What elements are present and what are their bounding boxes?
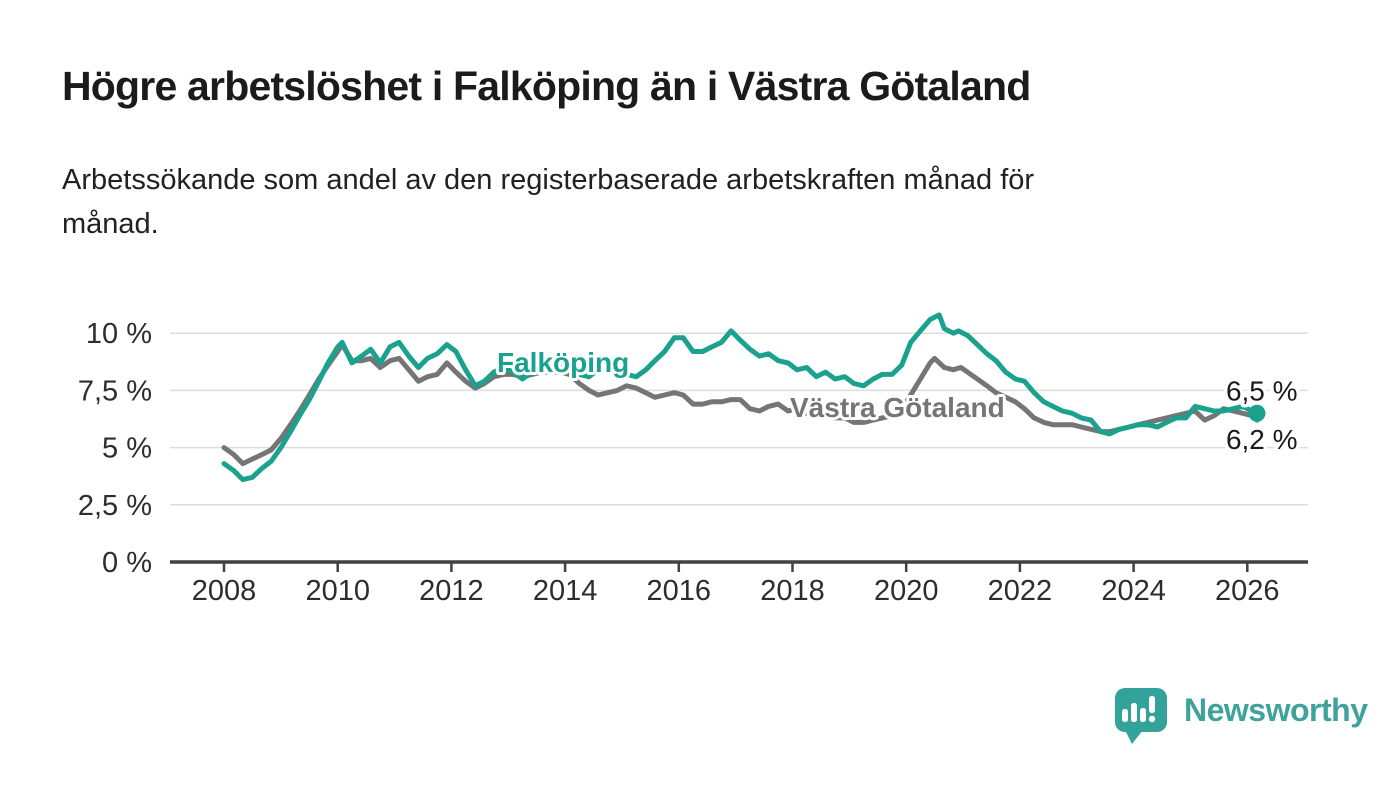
x-tick-label: 2012 xyxy=(419,575,484,607)
series-label-vastra_gotaland: Västra Götaland xyxy=(790,392,1005,423)
x-tick-label: 2018 xyxy=(760,575,825,607)
y-tick-label: 10 % xyxy=(86,318,152,350)
newsworthy-logo: Newsworthy xyxy=(1113,686,1368,746)
y-tick-label: 5 % xyxy=(102,433,152,465)
chart-title: Högre arbetslöshet i Falköping än i Väst… xyxy=(62,63,1031,109)
end-value-label-falkoping: 6,5 % xyxy=(1226,375,1298,406)
x-tick-label: 2010 xyxy=(305,575,370,607)
x-tick-label: 2026 xyxy=(1215,575,1280,607)
end-value-label-vastra_gotaland: 6,2 % xyxy=(1226,424,1298,455)
chart-subtitle-line-2: månad. xyxy=(62,208,159,240)
series-end-dot-falkoping xyxy=(1248,404,1266,422)
chart-subtitle: Arbetssökande som andel av den registerb… xyxy=(62,158,1034,246)
x-tick-label: 2020 xyxy=(874,575,939,607)
speech-bubble-bar-chart-icon xyxy=(1115,688,1167,744)
x-tick-label: 2014 xyxy=(533,575,598,607)
x-tick-label: 2016 xyxy=(647,575,712,607)
series-line-vastra_gotaland xyxy=(221,342,1260,467)
x-tick-label: 2024 xyxy=(1101,575,1166,607)
y-tick-label: 2,5 % xyxy=(78,490,152,522)
x-tick-label: 2008 xyxy=(192,575,257,607)
series-label-falkoping: Falköping xyxy=(497,347,629,378)
y-tick-label: 7,5 % xyxy=(78,375,152,407)
x-tick-label: 2022 xyxy=(988,575,1053,607)
y-tick-label: 0 % xyxy=(102,547,152,579)
chart-subtitle-line-1: Arbetssökande som andel av den registerb… xyxy=(62,164,1035,196)
series-line-falkoping xyxy=(221,312,1260,483)
brand-name: Newsworthy xyxy=(1184,692,1368,728)
